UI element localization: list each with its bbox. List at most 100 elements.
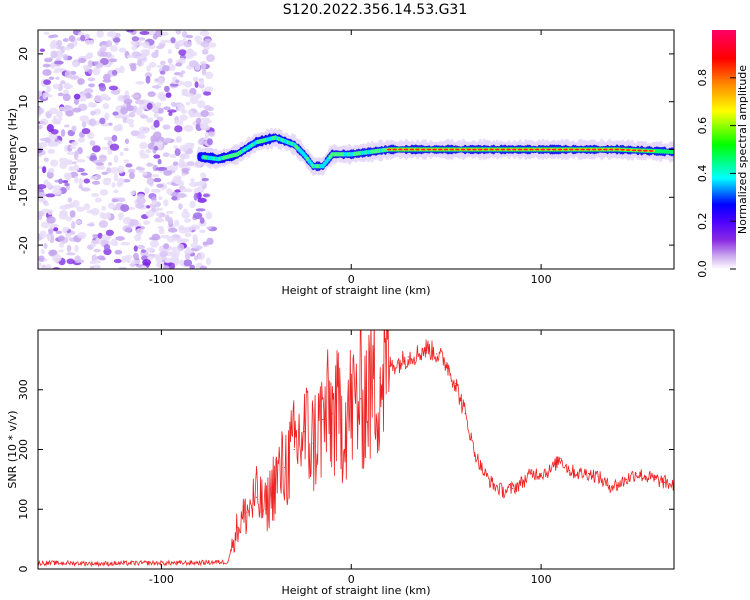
noise-blob <box>136 197 147 205</box>
snr-point <box>474 451 476 454</box>
noise-blob <box>85 39 91 46</box>
noise-blob <box>163 137 172 143</box>
noise-blob <box>41 208 51 214</box>
signal-peak <box>546 148 552 151</box>
noise-blob <box>92 264 101 269</box>
colorbar-tick-label: 0.6 <box>696 117 709 135</box>
signal-peak <box>392 148 398 151</box>
noise-blob <box>184 252 191 260</box>
noise-blob <box>185 34 194 39</box>
snr-point <box>502 490 504 492</box>
noise-blob <box>106 167 112 174</box>
noise-blob <box>101 146 111 150</box>
snr-point <box>644 475 647 477</box>
noise-blob <box>175 136 182 144</box>
noise-blob <box>199 265 208 269</box>
noise-blob <box>60 80 66 85</box>
y-tick-label: 200 <box>17 439 30 460</box>
noise-blob <box>120 204 130 212</box>
noise-blob <box>72 161 77 165</box>
noise-blob <box>183 80 193 88</box>
noise-blob <box>108 58 118 63</box>
noise-blob <box>122 216 131 225</box>
signal-peak <box>529 148 535 151</box>
signal-peak <box>386 148 392 151</box>
snr-point <box>312 442 314 445</box>
noise-blob <box>128 111 136 118</box>
noise-blob <box>194 35 202 43</box>
x-tick-label: 0 <box>348 273 355 286</box>
noise-blob <box>52 188 62 196</box>
noise-blob <box>72 61 79 68</box>
noise-blob <box>205 211 213 220</box>
signal-peak <box>517 148 523 151</box>
noise-blob <box>154 102 162 108</box>
snr-point <box>436 353 438 355</box>
noise-blob <box>126 54 135 59</box>
noise-blob <box>206 138 213 146</box>
noise-blob <box>145 117 154 123</box>
noise-blob <box>97 232 103 239</box>
signal-peak <box>472 148 478 151</box>
noise-blob <box>69 202 75 208</box>
signal-peak <box>403 148 409 151</box>
noise-blob <box>137 59 142 67</box>
noise-blob <box>44 58 53 63</box>
noise-blob <box>43 157 49 162</box>
noise-blob <box>51 185 62 190</box>
snr-point <box>597 475 599 477</box>
noise-blob <box>42 92 47 100</box>
noise-blob <box>38 107 45 115</box>
snr-point <box>417 353 419 355</box>
noise-blob <box>135 107 143 116</box>
noise-blob <box>167 49 173 54</box>
signal-peak <box>540 148 546 151</box>
noise-blob <box>122 179 131 183</box>
noise-blob <box>63 46 71 51</box>
noise-blob <box>146 205 151 209</box>
signal-peak <box>614 148 620 151</box>
noise-blob <box>194 81 199 88</box>
noise-blob <box>38 124 43 130</box>
noise-blob <box>197 197 207 203</box>
noise-blob <box>101 96 112 101</box>
snr-point <box>227 561 229 563</box>
snr-plot: -100 0 100 0 100 200 300 Height of straight lin… <box>6 329 675 597</box>
noise-blob <box>147 256 154 260</box>
noise-blob <box>177 243 185 252</box>
snr-point <box>464 413 466 415</box>
noise-blob <box>190 242 199 249</box>
noise-blob <box>62 38 69 42</box>
noise-blob <box>166 235 177 243</box>
noise-blob <box>190 178 195 182</box>
signal-peak <box>534 148 540 151</box>
signal-peak <box>512 148 518 151</box>
snr-point <box>578 472 580 474</box>
noise-blob <box>131 45 138 51</box>
noise-blob <box>68 165 76 172</box>
noise-blob <box>178 49 187 56</box>
noise-blob <box>55 76 60 80</box>
noise-blob <box>162 124 171 130</box>
noise-blob <box>164 166 174 172</box>
noise-blob <box>77 78 85 85</box>
signal-peak <box>483 148 489 151</box>
noise-blob <box>179 144 189 152</box>
noise-blob <box>108 85 119 91</box>
noise-blob <box>136 244 146 250</box>
noise-blob <box>109 45 118 52</box>
snr-point <box>455 383 457 385</box>
noise-blob <box>46 216 56 224</box>
noise-blob <box>94 197 102 203</box>
noise-blob <box>38 184 47 190</box>
snr-line <box>38 330 674 568</box>
noise-blob <box>111 182 116 188</box>
noise-blob <box>206 237 214 245</box>
noise-blob <box>63 82 71 90</box>
noise-blob <box>172 161 179 166</box>
noise-blob <box>48 133 58 140</box>
noise-blob <box>67 159 73 163</box>
noise-blob <box>87 77 96 82</box>
noise-blob <box>40 248 45 255</box>
y-tick-label: 20 <box>17 47 30 61</box>
